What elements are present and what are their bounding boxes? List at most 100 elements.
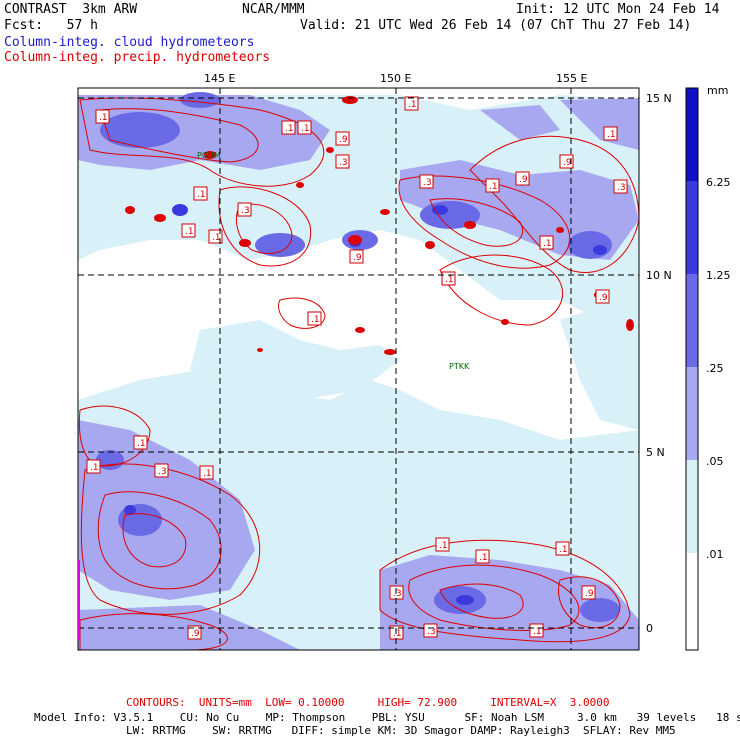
contour-info: CONTOURS: UNITS=mm LOW= 0.10000 HIGH= 72…: [126, 696, 610, 709]
svg-text:.9: .9: [599, 293, 608, 303]
svg-text:.3: .3: [158, 467, 167, 477]
forecast-hour: Fcst: 57 h: [4, 18, 98, 33]
svg-text:.1: .1: [203, 469, 212, 479]
contour-label: .1: [539, 235, 554, 250]
contour-label: .1: [404, 96, 419, 111]
model-title: CONTRAST 3km ARW: [4, 2, 138, 17]
map-frame: [77, 87, 640, 651]
precip-contours: [78, 97, 639, 650]
svg-text:.1: .1: [479, 553, 488, 563]
colorbar-segment: [686, 88, 698, 181]
contour-label: .1: [193, 186, 208, 201]
colorbar-segment: [686, 181, 698, 274]
contour-label: .1: [475, 549, 490, 564]
svg-text:.1: .1: [445, 275, 454, 285]
svg-text:.9: .9: [339, 135, 348, 145]
field-cloud-hydrometeors: Column-integ. cloud hydrometeors: [4, 35, 255, 50]
colorbar-label: 6.25: [706, 176, 731, 189]
colorbar-segment: [686, 367, 698, 460]
contour-label: .1: [281, 120, 296, 135]
svg-text:.1: .1: [439, 541, 448, 551]
physics-info: LW: RRTMG SW: RRTMG DIFF: simple KM: 3D …: [126, 724, 676, 737]
svg-text:.9: .9: [191, 629, 200, 639]
colorbar-segment: [686, 553, 698, 650]
colorbar-label: .25: [706, 362, 724, 375]
svg-text:.1: .1: [137, 439, 146, 449]
svg-text:.1: .1: [285, 124, 294, 134]
svg-text:.1: .1: [212, 233, 221, 243]
contour-label: .9: [559, 154, 574, 169]
lat-label-15n: 15 N: [646, 92, 672, 105]
lon-label-150e: 150 E: [380, 72, 411, 85]
svg-text:.3: .3: [423, 178, 432, 188]
svg-text:.1: .1: [99, 113, 108, 123]
colorbar-label: .05: [706, 455, 724, 468]
contour-label: .1: [297, 120, 312, 135]
svg-text:.9: .9: [585, 589, 594, 599]
cloud-field: [78, 92, 639, 650]
contour-label: .9: [581, 585, 596, 600]
svg-text:.9: .9: [519, 175, 528, 185]
svg-text:.1: .1: [543, 239, 552, 249]
contour-label: .3: [335, 154, 350, 169]
colorbar-label: 1.25: [706, 269, 731, 282]
svg-text:.1: .1: [311, 315, 320, 325]
precip-cores: [125, 96, 634, 355]
svg-text:.1: .1: [301, 124, 310, 134]
lon-label-145e: 145 E: [204, 72, 235, 85]
colorbar-unit: mm: [707, 84, 728, 97]
colorbar-segment: [686, 460, 698, 553]
contour-label: .9: [187, 625, 202, 640]
svg-text:.1: .1: [533, 627, 542, 637]
lat-label-10n: 10 N: [646, 269, 672, 282]
contour-label: .1: [435, 537, 450, 552]
contour-label: .1: [603, 126, 618, 141]
model-info: Model Info: V3.5.1 CU: No Cu MP: Thompso…: [34, 711, 740, 724]
contour-label: .1: [181, 223, 196, 238]
svg-text:.9: .9: [353, 253, 362, 263]
lat-label-eq: 0: [646, 622, 653, 635]
contour-label: .1: [86, 459, 101, 474]
init-time: Init: 12 UTC Mon 24 Feb 14: [516, 2, 720, 17]
field-precip-hydrometeors: Column-integ. precip. hydrometeors: [4, 50, 271, 65]
svg-text:.1: .1: [489, 182, 498, 192]
colorbar-label: .01: [706, 548, 724, 561]
svg-text:.3: .3: [617, 183, 626, 193]
lon-label-155e: 155 E: [556, 72, 587, 85]
contour-label: .1: [208, 229, 223, 244]
center-label: NCAR/MMM: [242, 2, 305, 17]
svg-text:.1: .1: [607, 130, 616, 140]
contour-label: .1: [133, 435, 148, 450]
contour-label: .1: [485, 178, 500, 193]
contour-label: .1: [307, 311, 322, 326]
contour-label: .9: [515, 171, 530, 186]
colorbar-segment: [686, 274, 698, 367]
svg-text:.1: .1: [408, 100, 417, 110]
svg-text:.3: .3: [393, 589, 402, 599]
contour-label: .3: [613, 179, 628, 194]
contour-label: .3: [419, 174, 434, 189]
contour-label: .3: [237, 202, 252, 217]
svg-text:.3: .3: [427, 627, 436, 637]
contour-label: .9: [595, 289, 610, 304]
svg-text:.1: .1: [393, 629, 402, 639]
svg-text:.3: .3: [241, 206, 250, 216]
valid-time: Valid: 21 UTC Wed 26 Feb 14 (07 ChT Thu …: [300, 18, 692, 33]
svg-text:.1: .1: [90, 463, 99, 473]
svg-text:.3: .3: [339, 158, 348, 168]
svg-text:.1: .1: [197, 190, 206, 200]
colorbar: mm 6.25 1.25 .25 .05 .01: [685, 84, 731, 651]
contour-label: .1: [529, 623, 544, 638]
contour-label: .9: [349, 249, 364, 264]
contour-label: .1: [95, 109, 110, 124]
contour-label: .3: [154, 463, 169, 478]
contour-label: .1: [441, 271, 456, 286]
contour-label: .1: [199, 465, 214, 480]
svg-text:.9: .9: [563, 158, 572, 168]
contour-label: .3: [423, 623, 438, 638]
svg-text:.1: .1: [185, 227, 194, 237]
station-ptkk: PTKK: [449, 362, 470, 371]
lat-label-5n: 5 N: [646, 446, 665, 459]
station-pgum: PGUM: [197, 151, 221, 160]
